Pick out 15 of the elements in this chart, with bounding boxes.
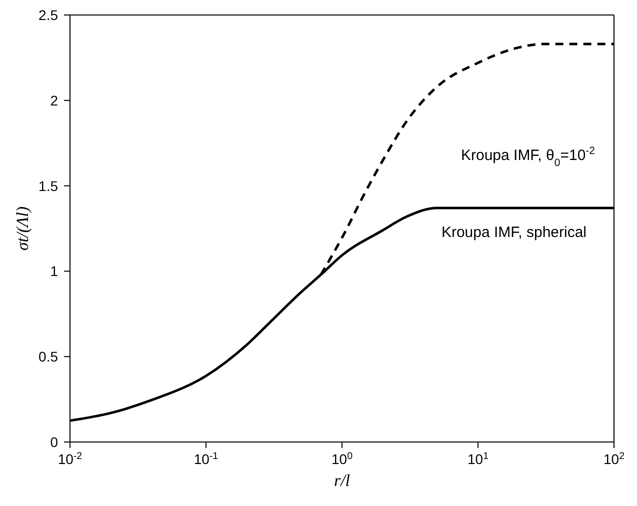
y-tick-label: 2 [50,92,58,108]
y-tick-label: 1.5 [38,178,58,194]
annotation: Kroupa IMF, θ$_{0}$=10$^{-2}$ [460,145,596,169]
y-tick-label: 1 [50,263,58,280]
x-tick-label: 10$^{-1}$ [194,450,218,467]
y-axis-title: σt/(Λl) [13,206,32,251]
x-tick-label: 10$^{0}$ [331,450,354,467]
y-tick-label: 2.5 [38,7,58,23]
x-tick-label: 10$^{-2}$ [58,450,82,467]
y-tick-label: 0.5 [38,348,58,365]
annotation: Kroupa IMF, spherical [441,224,587,241]
x-tick-label: 10$^{2}$ [603,450,625,467]
y-tick-label: 0 [50,434,58,450]
x-axis-title: r/l [334,471,350,490]
x-tick-label: 10$^{1}$ [467,450,489,467]
